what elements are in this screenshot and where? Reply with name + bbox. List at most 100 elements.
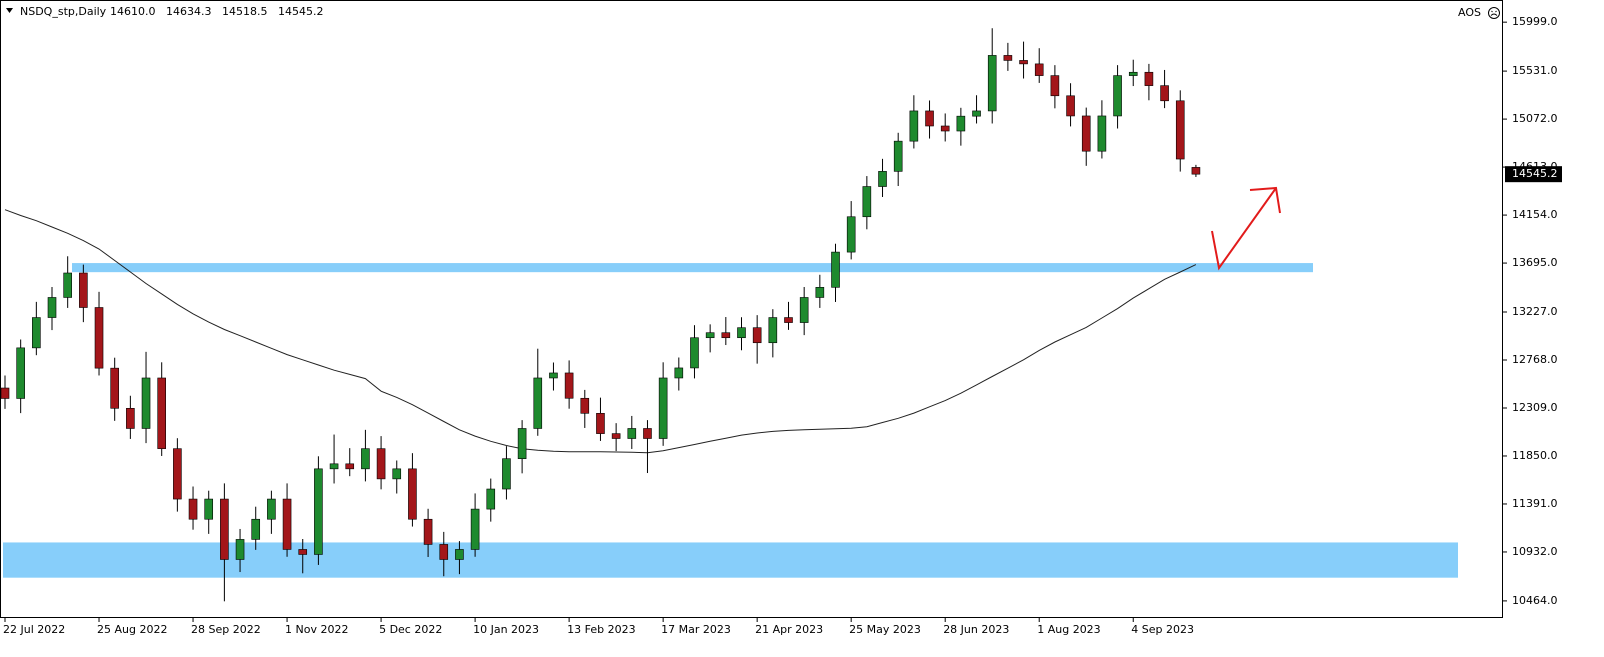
candle-body (235, 539, 245, 560)
candle-body (1097, 115, 1107, 152)
price-tag: 14545.2 (1505, 166, 1562, 183)
candle-body (188, 498, 198, 520)
header-value: 14545.2 (278, 5, 324, 18)
y-tick-label: 15072.0 (1512, 112, 1558, 125)
dropdown-icon[interactable] (6, 8, 13, 13)
candle-body (267, 498, 276, 520)
candle-body (408, 468, 417, 520)
plot-frame (0, 0, 1503, 618)
candle-body (361, 448, 370, 470)
candle-body (392, 468, 402, 480)
candle-body (486, 488, 496, 510)
candle-body (94, 307, 104, 369)
y-tick-label: 13227.0 (1512, 305, 1558, 318)
x-tick-label: 4 Sep 2023 (1131, 623, 1194, 636)
candle-body (658, 377, 668, 439)
candle-body (329, 463, 339, 470)
icon-face (1490, 10, 1498, 16)
candle-body (439, 544, 449, 560)
candle-body (956, 115, 966, 132)
candle-body (784, 317, 793, 323)
candle-body (549, 372, 558, 379)
y-tick-label: 10464.0 (1512, 594, 1558, 607)
candle-body (1113, 75, 1122, 117)
candle-body (721, 332, 731, 339)
candle-body (799, 297, 809, 323)
y-tick-label: 13695.0 (1512, 256, 1558, 269)
candle-body (1160, 85, 1169, 102)
y-tick-label: 15999.0 (1512, 15, 1558, 28)
candle-body (376, 448, 386, 480)
indicator-label: AOS (1458, 6, 1481, 19)
candle-body (1128, 71, 1138, 76)
candle-body (345, 463, 355, 470)
candle-body (204, 498, 214, 520)
candle-body (815, 287, 825, 298)
candle-body (831, 251, 840, 288)
x-tick-label: 25 May 2023 (849, 623, 921, 636)
icon-circle (1488, 7, 1500, 19)
candle-body (674, 367, 684, 379)
candle-body (846, 216, 856, 253)
candle-body (423, 518, 433, 545)
candle-body (580, 397, 590, 414)
candle-body (737, 327, 746, 339)
candle-body (251, 518, 261, 540)
candle-body (47, 297, 57, 318)
candle-body (1003, 55, 1013, 61)
x-tick-label: 22 Jul 2022 (3, 623, 65, 636)
candle-body (470, 508, 480, 550)
x-tick-label: 21 Apr 2023 (755, 623, 823, 636)
candle-body (940, 125, 950, 132)
candle-body (157, 377, 166, 449)
candle-body (1066, 95, 1075, 117)
candle-body (1191, 167, 1201, 175)
candle-body (972, 110, 981, 117)
candle-body (1050, 75, 1060, 97)
candle-body (173, 448, 182, 500)
candle-body (110, 367, 119, 409)
zones (3, 263, 1458, 578)
red-arrow (1211, 186, 1281, 271)
x-tick-label: 28 Jun 2023 (943, 623, 1009, 636)
y-tick-label: 11850.0 (1512, 449, 1558, 462)
candle-body (1034, 63, 1044, 76)
candles (0, 28, 1201, 602)
ma-line (4, 209, 1197, 454)
candle-body (705, 332, 715, 339)
candle-body (126, 408, 135, 429)
candle-body (768, 317, 778, 344)
candle-body (517, 428, 527, 459)
price-tag-label: 14545.2 (1512, 167, 1558, 180)
candle-body (314, 468, 323, 555)
candle-body (564, 372, 574, 399)
x-tick-label: 28 Sep 2022 (191, 623, 261, 636)
arrow-path (1211, 187, 1277, 271)
candle-body (533, 377, 543, 429)
price-tag-box (1505, 166, 1562, 183)
x-tick-label: 25 Aug 2022 (97, 623, 167, 636)
candle-body (987, 55, 997, 112)
candle-body (862, 186, 872, 218)
candle-body (1081, 115, 1091, 152)
header-value: 14634.3 (166, 5, 212, 18)
candle-body (752, 327, 762, 344)
header-value: 14610.0 (110, 5, 156, 18)
y-tick-label: 11391.0 (1512, 497, 1558, 510)
chart-title: NSDQ_stp,Daily (20, 5, 107, 18)
candle-body (909, 110, 919, 142)
x-tick-label: 5 Dec 2022 (379, 623, 442, 636)
arrow-head (1249, 186, 1281, 214)
x-tick-label: 10 Jan 2023 (473, 623, 539, 636)
candle-body (596, 413, 605, 434)
candle-body (627, 428, 637, 439)
indicator-icon[interactable] (1488, 7, 1500, 19)
y-tick-label: 14154.0 (1512, 208, 1558, 221)
candle-body (925, 110, 934, 127)
x-tick-label: 1 Aug 2023 (1037, 623, 1100, 636)
candle-body (1144, 71, 1154, 86)
candle-body (611, 433, 621, 439)
candle-body (455, 549, 464, 560)
